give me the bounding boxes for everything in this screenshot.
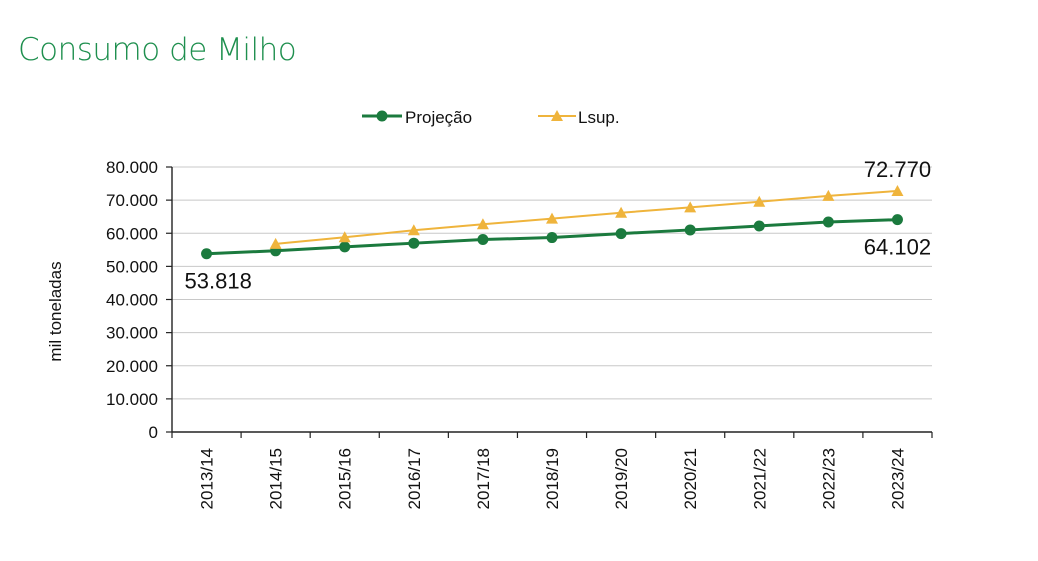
data-point-projecao: [339, 241, 351, 253]
x-tick-label: 2023/24: [888, 448, 907, 509]
page-title: Consumo de Milho: [18, 32, 297, 68]
data-label: 64.102: [864, 235, 931, 260]
data-point-projecao: [546, 232, 558, 244]
x-tick-label: 2020/21: [681, 448, 700, 509]
y-tick-label: 70.000: [106, 191, 158, 210]
data-label: 53.818: [185, 269, 252, 294]
legend-label: Projeção: [405, 108, 472, 127]
y-tick-label: 80.000: [106, 158, 158, 177]
data-point-projecao: [891, 214, 903, 226]
data-point-projecao: [477, 234, 489, 246]
data-label: 72.770: [864, 157, 931, 182]
x-tick-label: 2017/18: [474, 448, 493, 509]
y-tick-label: 10.000: [106, 390, 158, 409]
y-tick-label: 30.000: [106, 324, 158, 343]
legend-label: Lsup.: [578, 108, 620, 127]
y-tick-label: 40.000: [106, 291, 158, 310]
series-lines: [201, 184, 904, 260]
legend-marker-triangle: [551, 110, 563, 121]
data-point-projecao: [201, 248, 213, 260]
x-tick-label: 2014/15: [267, 448, 286, 509]
data-point-projecao: [753, 220, 765, 232]
data-point-lsup: [546, 212, 558, 224]
data-point-lsup: [407, 224, 420, 236]
data-point-lsup: [822, 189, 835, 201]
data-point-lsup: [684, 201, 697, 213]
x-tick-label: 2019/20: [612, 448, 631, 509]
data-point-projecao: [615, 228, 627, 240]
data-point-projecao: [408, 237, 420, 249]
data-point-lsup: [476, 218, 489, 230]
x-tick-label: 2015/16: [336, 448, 355, 509]
data-point-projecao: [684, 224, 696, 236]
series-line-lsup: [275, 189, 898, 245]
y-tick-label: 0: [149, 423, 158, 442]
legend: Projeção Lsup.: [362, 108, 620, 127]
data-point-projecao: [822, 216, 834, 228]
legend-marker-circle: [376, 110, 388, 122]
x-tick-label: 2013/14: [198, 448, 217, 509]
data-point-lsup: [891, 184, 904, 196]
data-labels: 53.818 64.102 72.770: [185, 157, 932, 294]
data-point-lsup: [615, 206, 628, 218]
x-tick-label: 2021/22: [750, 448, 769, 509]
data-point-lsup: [753, 195, 766, 207]
y-axis-title: mil toneladas: [46, 261, 65, 361]
x-tick-label: 2016/17: [405, 448, 424, 509]
x-tick-label: 2022/23: [819, 448, 838, 509]
y-tick-label: 60.000: [106, 224, 158, 243]
data-point-lsup: [338, 231, 351, 243]
y-tick-label: 20.000: [106, 357, 158, 376]
y-tick-label: 50.000: [106, 257, 158, 276]
x-tick-label: 2018/19: [543, 448, 562, 509]
data-point-lsup: [269, 237, 282, 249]
axes: 0 10.000 20.000 30.000 40.000 50.000 60.000 70.…: [46, 158, 933, 509]
gridlines: [172, 166, 932, 400]
